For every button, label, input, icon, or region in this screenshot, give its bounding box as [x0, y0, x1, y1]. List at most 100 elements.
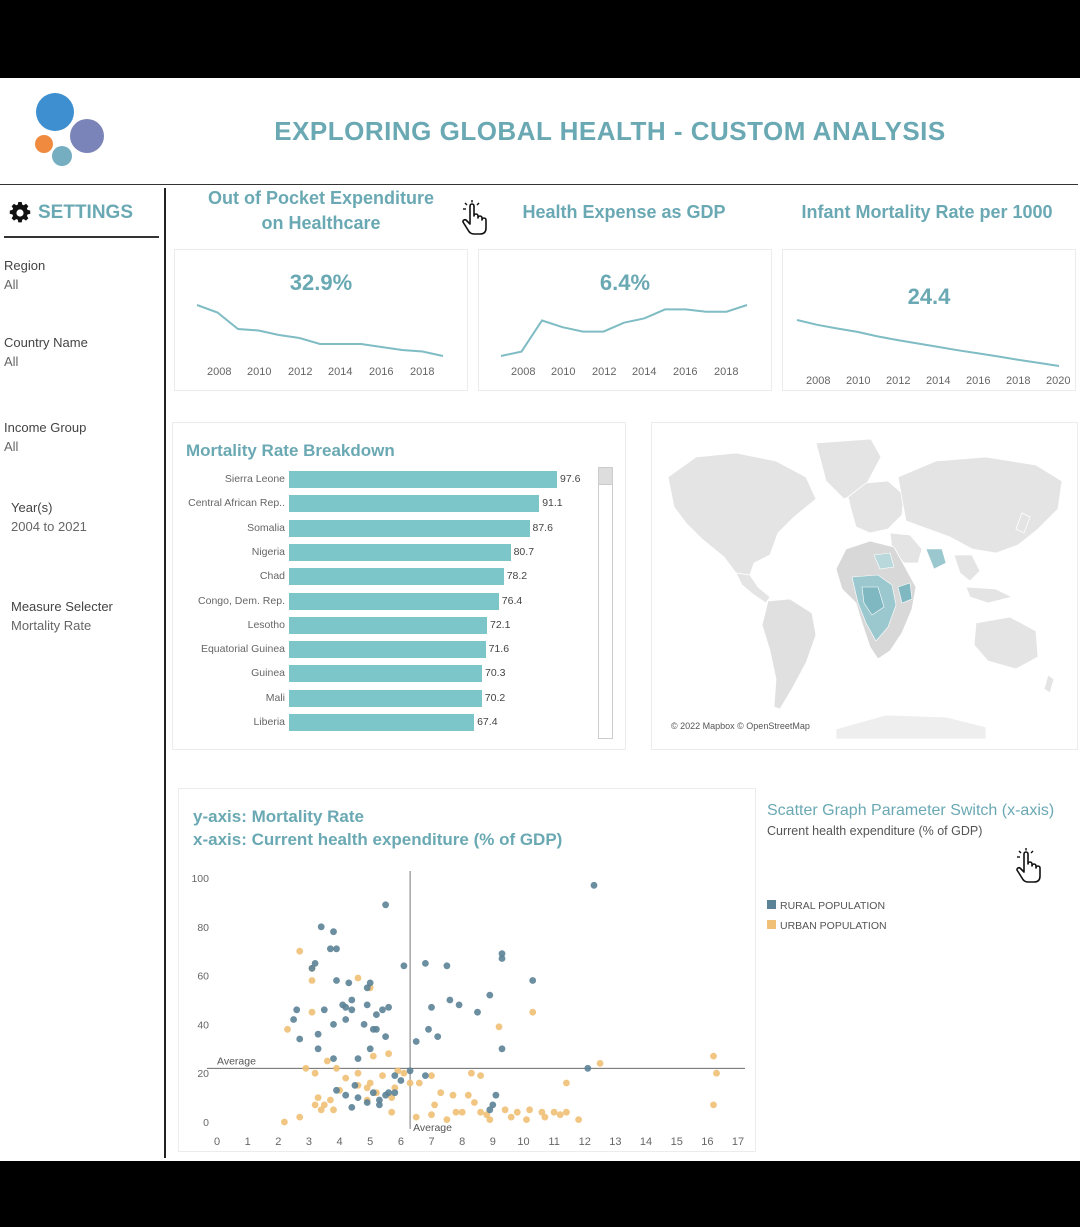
rural-point[interactable] — [492, 1091, 500, 1099]
rural-point[interactable] — [406, 1067, 414, 1075]
rural-point[interactable] — [391, 1089, 399, 1097]
rural-point[interactable] — [333, 977, 340, 984]
urban-point[interactable] — [296, 1113, 304, 1121]
urban-point[interactable] — [550, 1108, 558, 1116]
urban-point[interactable] — [308, 977, 316, 984]
rural-point[interactable] — [308, 964, 316, 972]
rural-point[interactable] — [327, 945, 334, 953]
rural-point[interactable] — [333, 945, 340, 953]
rural-point[interactable] — [330, 1055, 337, 1062]
rural-point[interactable] — [379, 1006, 386, 1014]
urban-point[interactable] — [477, 1108, 484, 1116]
rural-point[interactable] — [363, 1099, 371, 1106]
urban-point[interactable] — [406, 1079, 414, 1087]
legend-item-rural[interactable]: RURAL POPULATION — [767, 896, 887, 914]
urban-point[interactable] — [333, 1064, 340, 1072]
scatter-plot[interactable]: 0 1 2 3 4 5 6 7 8 9 10 11 12 13 14 15 16 17020406080100Av… — [179, 859, 755, 1149]
urban-point[interactable] — [412, 1113, 420, 1121]
rural-point[interactable] — [382, 901, 389, 909]
kpi-card-infant-mortality[interactable]: 24.4 2008 2010 2012 2014 2016 2018 2020 — [782, 249, 1076, 391]
parameter-switch-value[interactable]: Current health expenditure (% of GDP) — [767, 824, 983, 838]
bar[interactable] — [289, 592, 499, 610]
rural-point[interactable] — [363, 984, 371, 992]
urban-point[interactable] — [486, 1116, 494, 1123]
urban-point[interactable] — [523, 1116, 530, 1123]
rural-point[interactable] — [373, 1011, 380, 1018]
urban-point[interactable] — [710, 1101, 717, 1109]
rural-point[interactable] — [348, 1006, 356, 1014]
urban-point[interactable] — [428, 1072, 435, 1079]
bar[interactable] — [289, 641, 486, 659]
rural-point[interactable] — [376, 1101, 383, 1109]
bar[interactable] — [289, 616, 487, 634]
rural-point[interactable] — [366, 1045, 374, 1053]
rural-point[interactable] — [382, 1033, 389, 1040]
filter-region[interactable]: Region All — [4, 258, 45, 292]
urban-point[interactable] — [483, 1111, 491, 1119]
rural-point[interactable] — [333, 1086, 340, 1094]
urban-point[interactable] — [415, 1079, 423, 1087]
filter-years[interactable]: Year(s) 2004 to 2021 — [11, 500, 87, 534]
urban-point[interactable] — [296, 947, 304, 955]
rural-point[interactable] — [486, 1106, 494, 1114]
rural-point[interactable] — [400, 962, 408, 970]
bar[interactable] — [289, 495, 540, 513]
filter-country-name[interactable]: Country Name All — [4, 335, 88, 369]
rural-point[interactable] — [348, 996, 356, 1004]
urban-point[interactable] — [538, 1108, 546, 1116]
rural-point[interactable] — [443, 962, 451, 970]
filter-income-group[interactable]: Income Group All — [4, 420, 86, 454]
world-map[interactable] — [666, 437, 1064, 739]
urban-point[interactable] — [391, 1084, 399, 1092]
urban-point[interactable] — [366, 1079, 374, 1087]
urban-point[interactable] — [369, 1052, 377, 1060]
urban-point[interactable] — [563, 1079, 570, 1087]
urban-point[interactable] — [323, 1057, 331, 1065]
rural-point[interactable] — [422, 1072, 429, 1079]
rural-point[interactable] — [422, 960, 429, 967]
rural-point[interactable] — [376, 1096, 383, 1104]
kpi-card-health-expense[interactable]: 6.4% 2008 2010 2012 2014 2016 2018 — [478, 249, 772, 391]
rural-point[interactable] — [360, 1021, 368, 1028]
urban-point[interactable] — [330, 1106, 337, 1114]
urban-point[interactable] — [308, 1008, 316, 1016]
rural-point[interactable] — [385, 1003, 392, 1011]
urban-point[interactable] — [379, 1072, 386, 1079]
urban-point[interactable] — [452, 1108, 460, 1116]
rural-point[interactable] — [311, 960, 319, 967]
bar[interactable] — [289, 568, 504, 586]
rural-point[interactable] — [455, 1001, 463, 1009]
rural-point[interactable] — [366, 979, 374, 987]
urban-point[interactable] — [477, 1072, 484, 1079]
rural-point[interactable] — [529, 977, 537, 984]
urban-point[interactable] — [443, 1116, 451, 1123]
scrollbar[interactable] — [598, 467, 613, 739]
urban-point[interactable] — [556, 1111, 564, 1119]
rural-point[interactable] — [330, 928, 337, 936]
urban-point[interactable] — [563, 1108, 570, 1116]
rural-point[interactable] — [354, 1094, 362, 1101]
urban-point[interactable] — [526, 1106, 533, 1114]
urban-point[interactable] — [575, 1116, 582, 1123]
rural-point[interactable] — [348, 1104, 356, 1111]
settings-header[interactable]: SETTINGS — [8, 201, 133, 225]
urban-point[interactable] — [449, 1091, 457, 1099]
urban-point[interactable] — [317, 1106, 325, 1114]
rural-point[interactable] — [590, 881, 598, 889]
filter-measure-selecter[interactable]: Measure Selecter Mortality Rate — [11, 599, 113, 633]
urban-point[interactable] — [388, 1094, 396, 1101]
urban-point[interactable] — [471, 1099, 478, 1106]
bar[interactable] — [289, 665, 482, 683]
legend-item-urban[interactable]: URBAN POPULATION — [767, 916, 887, 934]
world-map-panel[interactable]: © 2022 Mapbox © OpenStreetMap — [651, 422, 1078, 750]
rural-point[interactable] — [489, 1101, 497, 1109]
rural-point[interactable] — [314, 1045, 322, 1053]
rural-point[interactable] — [498, 955, 506, 962]
urban-point[interactable] — [458, 1108, 466, 1116]
rural-point[interactable] — [498, 950, 506, 957]
rural-point[interactable] — [296, 1035, 304, 1043]
rural-point[interactable] — [412, 1038, 420, 1045]
rural-point[interactable] — [425, 1025, 432, 1033]
urban-point[interactable] — [388, 1108, 396, 1116]
urban-point[interactable] — [314, 1094, 322, 1101]
